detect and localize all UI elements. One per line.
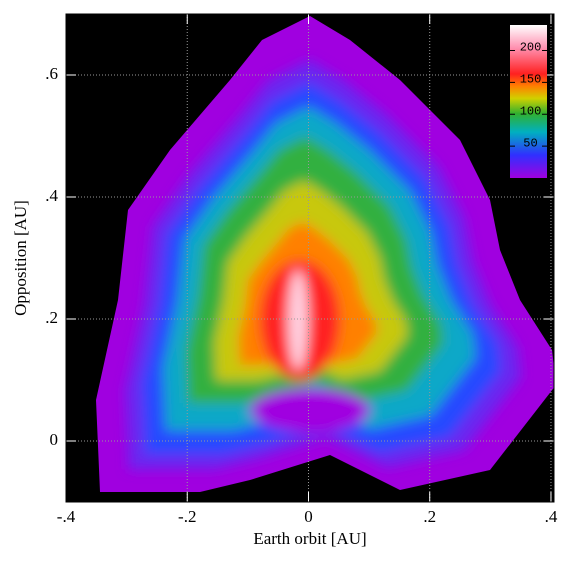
colorbar-tick-label: 150: [520, 73, 542, 87]
colorbar-tick-label: 50: [523, 136, 537, 150]
x-tick-label: .2: [423, 507, 436, 526]
y-tick-label: .6: [45, 64, 58, 83]
y-axis-label: Opposition [AU]: [11, 200, 30, 316]
colorbar: [510, 25, 547, 178]
y-tick-label: .2: [45, 308, 58, 327]
x-tick-label: 0: [304, 507, 313, 526]
y-tick-label: .4: [45, 186, 58, 205]
x-axis-label: Earth orbit [AU]: [253, 529, 366, 548]
colorbar-tick-label: 100: [520, 104, 542, 118]
density-field: [96, 16, 554, 492]
x-tick-label: -.2: [178, 507, 196, 526]
y-tick-label: 0: [50, 430, 59, 449]
axes: [65, 14, 554, 502]
plot-frame: [65, 13, 555, 503]
x-tick-label: -.4: [57, 507, 76, 526]
x-tick-label: .4: [545, 507, 558, 526]
colorbar-tick-label: 200: [520, 41, 542, 55]
